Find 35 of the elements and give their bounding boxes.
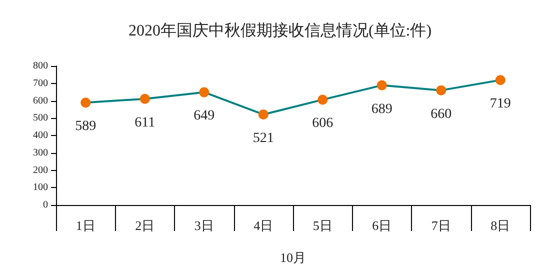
x-axis-title: 10月 bbox=[280, 250, 306, 265]
point bbox=[258, 109, 268, 120]
y-tick-label: 100 bbox=[33, 182, 48, 194]
y-tick-label: 800 bbox=[33, 60, 48, 72]
y-tick-label: 700 bbox=[33, 78, 48, 89]
data-label: 589 bbox=[75, 119, 96, 134]
point bbox=[436, 85, 446, 96]
data-label: 660 bbox=[430, 106, 452, 122]
y-tick-label: 200 bbox=[33, 164, 48, 176]
point bbox=[318, 94, 328, 105]
point bbox=[199, 87, 210, 98]
point bbox=[376, 80, 387, 90]
x-tick-label: 8日 bbox=[490, 218, 510, 233]
y-tick-label: 0 bbox=[43, 200, 48, 210]
point bbox=[80, 98, 91, 108]
data-label: 689 bbox=[371, 102, 392, 117]
y-tick-label: 400 bbox=[33, 130, 48, 141]
data-label: 649 bbox=[194, 108, 215, 124]
data-label: 521 bbox=[252, 130, 274, 146]
x-tick-label: 7日 bbox=[431, 218, 451, 233]
x-tick-label: 3日 bbox=[194, 218, 214, 233]
x-tick-label: 6日 bbox=[372, 218, 392, 233]
data-label: 606 bbox=[312, 116, 334, 132]
y-tick-label: 300 bbox=[33, 147, 48, 158]
data-label: 719 bbox=[490, 96, 511, 112]
x-tick-label: 5日 bbox=[312, 218, 332, 233]
point bbox=[140, 94, 150, 104]
x-tick-label: 2日 bbox=[135, 218, 155, 233]
x-tick-label: 4日 bbox=[254, 218, 274, 233]
chart-title: 2020年国庆中秋假期接收信息情况(单位:件) bbox=[128, 22, 432, 40]
data-label: 611 bbox=[134, 115, 156, 130]
y-tick-label: 500 bbox=[33, 112, 48, 124]
point bbox=[495, 75, 506, 86]
y-tick-label: 600 bbox=[33, 95, 48, 106]
x-tick-label: 1日 bbox=[76, 218, 96, 233]
